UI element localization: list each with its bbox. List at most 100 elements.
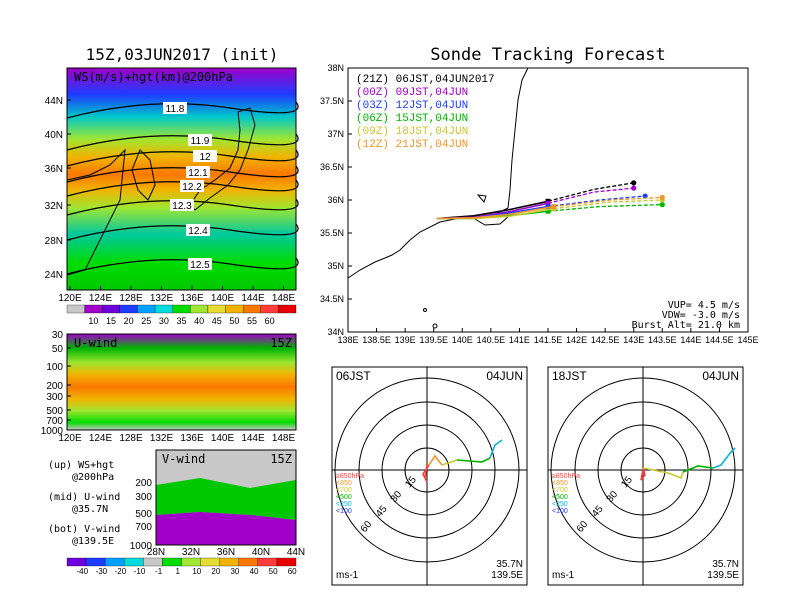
- boso-coastline: [469, 214, 511, 226]
- track-lon-label: 144.5E: [705, 335, 734, 345]
- track-lat-label: 36N: [327, 195, 344, 205]
- lat-tick-label: 24N: [45, 270, 63, 281]
- track-mid-marker: [545, 200, 551, 206]
- colorbar-label: 30: [159, 316, 169, 326]
- track-legend-entry: (00Z) 09JST,04JUN: [356, 87, 468, 99]
- polar-lat: 35.7N: [712, 559, 739, 570]
- u-y-label: 300: [46, 392, 63, 403]
- contour-label: 11.8: [166, 104, 185, 115]
- u-y-label: 100: [46, 362, 63, 373]
- track-legend-entry: (09Z) 18JST,04JUN: [356, 126, 468, 138]
- polar-hodograph-segment: [712, 447, 736, 469]
- v-x-label: 28N: [147, 547, 165, 558]
- v-colorbar-swatch: [85, 557, 106, 567]
- vdw-text: VDW= -3.0 m/s: [662, 310, 740, 321]
- colorbar-label: 45: [212, 316, 222, 326]
- v-x-label: 32N: [182, 547, 200, 558]
- v-colorbar-label: 50: [269, 567, 278, 576]
- colorbar-swatch: [102, 304, 120, 314]
- contour-label: 12.5: [190, 260, 210, 271]
- v-colorbar-swatch: [66, 557, 87, 567]
- v-y-label: 200: [135, 478, 152, 489]
- colorbar-swatch: [207, 304, 226, 314]
- lat-tick-label: 44N: [45, 96, 63, 107]
- v-x-label: 36N: [217, 547, 235, 558]
- polar-lon: 139.5E: [491, 570, 523, 581]
- lat-tick-label: 36N: [45, 164, 63, 175]
- track-lat-label: 37.5N: [320, 96, 344, 106]
- colorbar-label: 35: [176, 316, 186, 326]
- lat-tick-label: 28N: [45, 236, 63, 247]
- polar-units: ms-1: [336, 570, 359, 581]
- colorbar-label: 60: [265, 316, 275, 326]
- contour-line: [66, 198, 299, 216]
- main-map-frame: [66, 67, 297, 291]
- u-wind-time: 15Z: [270, 336, 292, 350]
- lon-tick-label: 140E: [211, 293, 235, 304]
- v-colorbar-swatch: [105, 557, 125, 567]
- v-y-label: 1000: [130, 541, 153, 552]
- main-map-colorbar: 10 15 20 25 30 35 40 45 50 55 60: [66, 304, 297, 326]
- v-wind-purple: [156, 512, 296, 545]
- polar-lon: 139.5E: [707, 570, 739, 581]
- lat-tick-label: 32N: [45, 201, 63, 212]
- contour-line: [66, 149, 299, 167]
- track-legend-entry: (03Z) 12JST,04JUN: [356, 100, 468, 112]
- polar-level-label: <700: [552, 487, 568, 494]
- track-legend-entry: (12Z) 21JST,04JUN: [356, 139, 468, 151]
- polar-units: ms-1: [552, 570, 575, 581]
- contour-label-bg: [186, 224, 210, 236]
- track-lon-label: 138E: [337, 335, 358, 345]
- u-x-label: 132E: [150, 433, 174, 444]
- u-x-label: 120E: [58, 433, 82, 444]
- contour-label: 12.4: [188, 226, 208, 237]
- contour-line: [66, 133, 299, 151]
- v-colorbar-label: 20: [211, 567, 220, 576]
- u-wind-frame: [66, 333, 297, 431]
- u-wind-label: U-wind: [74, 336, 117, 350]
- ws-label: WS(m/s)+hgt(km)@200hPa: [74, 70, 233, 84]
- v-colorbar-label: -1: [155, 567, 163, 576]
- colorbar-label: 55: [247, 316, 257, 326]
- contour-label-bg: [180, 180, 204, 192]
- u-y-label: 700: [46, 416, 63, 427]
- u-x-label: 136E: [180, 433, 204, 444]
- polar-hodograph-segment: [489, 439, 503, 459]
- v-colorbar-label: -10: [134, 567, 146, 576]
- contour-line: [66, 257, 299, 275]
- track-lon-label: 141.5E: [534, 335, 563, 345]
- polar-right-panel: 18JST 04JUN35.7N139.5Ems-115304560≥850hPa…: [547, 366, 744, 586]
- v-x-label: 44N: [287, 547, 305, 558]
- lon-tick-label: 136E: [180, 293, 204, 304]
- contour-line: [66, 101, 299, 119]
- track-line-dashed: [553, 199, 663, 210]
- polar-hodograph-segment: [682, 465, 714, 473]
- colorbar-swatch: [66, 304, 85, 314]
- contour-label-bg: [170, 199, 194, 211]
- colorbar-swatch: [137, 304, 156, 314]
- polar-level-label: ≥850hPa: [336, 473, 364, 480]
- track-end-point: [631, 185, 637, 191]
- v-colorbar-label: -30: [96, 567, 108, 576]
- v-colorbar-label: 10: [192, 567, 201, 576]
- v-colorbar-swatch: [257, 557, 278, 567]
- colorbar-swatch: [190, 304, 209, 314]
- track-lon-label: 145E: [737, 335, 758, 345]
- polar-time: 18JST: [552, 369, 587, 383]
- main-map-lat-ticks: 44N 40N 36N 32N 28N 24N: [45, 96, 71, 281]
- v-wind-colorbar: -40 -30 -20 -10 -1 1 10 20 30 40 50 60: [66, 557, 297, 576]
- lon-tick-label: 148E: [272, 293, 296, 304]
- colorbar-swatch: [260, 304, 279, 314]
- v-colorbar-label: 1: [175, 567, 180, 576]
- v-x-label: 40N: [252, 547, 270, 558]
- track-lat-label: 34N: [327, 327, 344, 337]
- polar-hodograph-segment: [642, 467, 684, 480]
- colorbar-label: 10: [88, 316, 98, 326]
- polar-level-label: <250: [336, 501, 352, 508]
- china-coastline: [66, 148, 126, 276]
- v-colorbar-swatch: [238, 557, 258, 567]
- note-bot-a: (bot) V-wind: [48, 524, 120, 535]
- v-colorbar-swatch: [181, 557, 201, 567]
- v-wind-label: V-wind: [162, 452, 205, 466]
- track-legend-entry: (21Z) 06JST,04JUN2017: [356, 74, 495, 86]
